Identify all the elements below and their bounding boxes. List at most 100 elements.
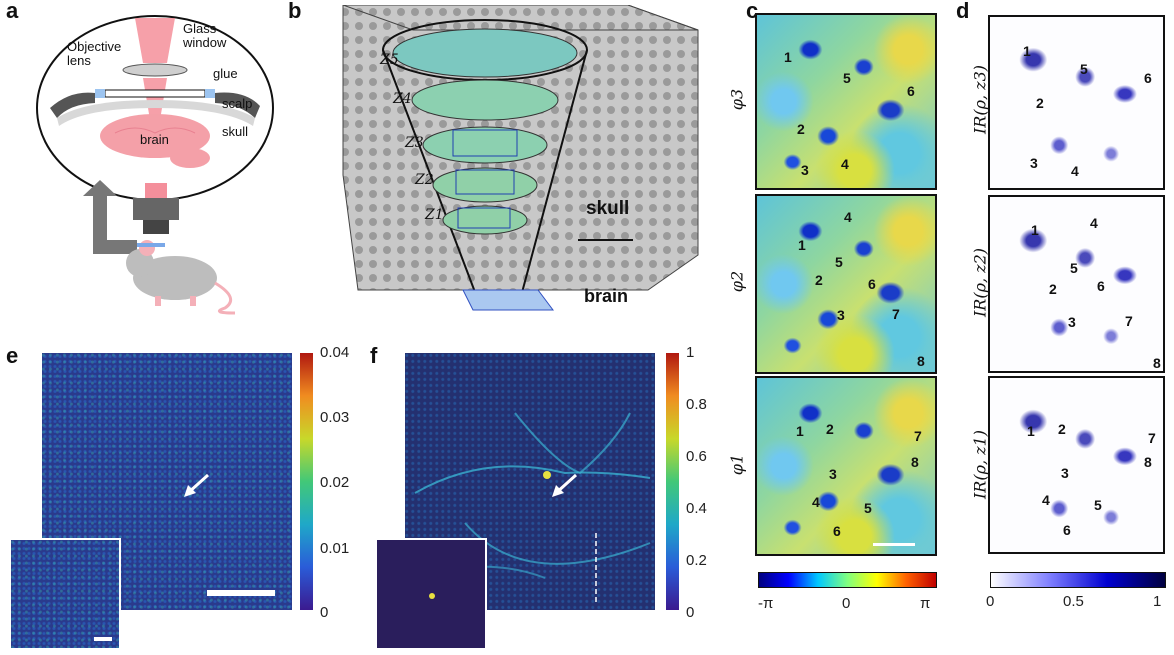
glue-label: glue	[213, 66, 238, 81]
recon-tick-04: 0.4	[686, 500, 707, 517]
phase-row-label-2: φ2	[727, 270, 747, 293]
label-2: 2	[1049, 281, 1057, 297]
label-4: 4	[841, 156, 849, 172]
speckle-tick-003: 0.03	[320, 409, 350, 426]
label-7: 7	[1148, 430, 1156, 446]
label-8: 8	[917, 353, 925, 369]
speckle-tick-0: 0	[320, 604, 329, 621]
label-5: 5	[1094, 497, 1102, 513]
label-3: 3	[1068, 314, 1076, 330]
scale-bar	[873, 543, 915, 546]
label-4: 4	[844, 209, 852, 225]
z2-label: Z2	[415, 172, 434, 188]
label-7: 7	[914, 428, 922, 444]
label-5: 5	[864, 500, 872, 516]
focus-spot	[429, 593, 435, 599]
phase-colorbar	[758, 572, 937, 588]
z4-label: Z4	[393, 91, 412, 107]
label-4: 4	[1042, 492, 1050, 508]
recon-tick-06: 0.6	[686, 448, 707, 465]
label-6: 6	[833, 523, 841, 539]
label-6: 6	[1097, 278, 1105, 294]
label-1: 1	[1031, 222, 1039, 238]
recon-tick-08: 0.8	[686, 396, 707, 413]
label-5: 5	[835, 254, 843, 270]
label-4: 4	[1071, 163, 1079, 179]
phase-row-label-1: φ1	[727, 453, 747, 476]
label-7: 7	[892, 306, 900, 322]
label-7: 7	[1125, 313, 1133, 329]
label-1: 1	[796, 423, 804, 439]
panel-label-b: b	[288, 0, 302, 23]
intensity-tick-05: 0.5	[1063, 593, 1084, 610]
intensity-colorbar	[990, 572, 1166, 588]
speckle-tick-004: 0.04	[320, 344, 350, 361]
label-2: 2	[826, 421, 834, 437]
scale-bar	[207, 590, 275, 596]
glass-window-label: Glass window	[183, 21, 227, 50]
skull-title: skull	[586, 198, 630, 219]
reconstruction-colorbar	[666, 353, 679, 610]
panel-label-a: a	[6, 0, 19, 23]
label-1: 1	[1023, 43, 1031, 59]
arrow-icon	[184, 473, 210, 497]
label-6: 6	[1063, 522, 1071, 538]
speckle-tick-001: 0.01	[320, 540, 350, 557]
label-1: 1	[784, 49, 792, 65]
phase-tick-min: -π	[758, 595, 774, 612]
phase-tick-zero: 0	[842, 595, 851, 612]
phase-map-z1: 1 2 7 8 3 4 5 6	[755, 376, 937, 556]
recon-tick-0: 0	[686, 604, 695, 621]
panel-b-illustration	[342, 5, 699, 311]
label-2: 2	[797, 121, 805, 137]
panel-label-f: f	[370, 343, 378, 368]
intensity-tick-0: 0	[986, 593, 995, 610]
z1-label: Z1	[425, 207, 444, 223]
intensity-map-z3: 1 5 6 2 3 4	[988, 15, 1165, 190]
z3-label: Z3	[405, 135, 424, 151]
phase-map-z3: 1 5 6 2 3 4	[755, 13, 937, 190]
label-3: 3	[1030, 155, 1038, 171]
intensity-tick-1: 1	[1153, 593, 1162, 610]
label-8: 8	[911, 454, 919, 470]
label-2: 2	[1036, 95, 1044, 111]
intensity-map-z2: 1 4 5 2 6 3 7 8	[988, 195, 1165, 373]
skull-label: skull	[222, 124, 249, 139]
label-8: 8	[1153, 355, 1161, 371]
intensity-map-z1: 1 2 7 8 3 4 5 6	[988, 376, 1165, 554]
label-2: 2	[1058, 421, 1066, 437]
inset-scale-bar	[94, 637, 112, 641]
speckle-tick-002: 0.02	[320, 474, 350, 491]
recon-tick-02: 0.2	[686, 552, 707, 569]
speckle-image	[42, 353, 292, 610]
speckle-colorbar	[300, 353, 313, 610]
label-5: 5	[1070, 260, 1078, 276]
label-6: 6	[1144, 70, 1152, 86]
z5-label: Z5	[380, 52, 399, 68]
label-6: 6	[907, 83, 915, 99]
panel-label-e: e	[6, 343, 19, 368]
recon-tick-1: 1	[686, 344, 695, 361]
psf-inset	[375, 538, 487, 650]
label-3: 3	[829, 466, 837, 482]
label-6: 6	[868, 276, 876, 292]
label-2: 2	[815, 272, 823, 288]
arrow-icon	[552, 473, 578, 497]
phase-tick-max: π	[920, 595, 931, 612]
label-8: 8	[1144, 454, 1152, 470]
speckle-inset	[9, 538, 121, 650]
intensity-row-label-2: IR(ρ, z2)	[970, 247, 990, 318]
label-3: 3	[1061, 465, 1069, 481]
intensity-row-label-3: IR(ρ, z3)	[970, 64, 990, 135]
phase-map-z2: 4 1 5 2 6 3 7 8	[755, 194, 937, 374]
panel-label-d: d	[956, 0, 970, 23]
phase-row-label-3: φ3	[727, 88, 747, 111]
label-1: 1	[1027, 423, 1035, 439]
intensity-row-label-1: IR(ρ, z1)	[970, 429, 990, 500]
objective-lens-label: Objective lens	[67, 39, 122, 68]
label-5: 5	[1080, 61, 1088, 77]
brain-label: brain	[140, 132, 169, 147]
label-3: 3	[801, 162, 809, 178]
scalp-label: scalp	[222, 96, 253, 111]
label-5: 5	[843, 70, 851, 86]
